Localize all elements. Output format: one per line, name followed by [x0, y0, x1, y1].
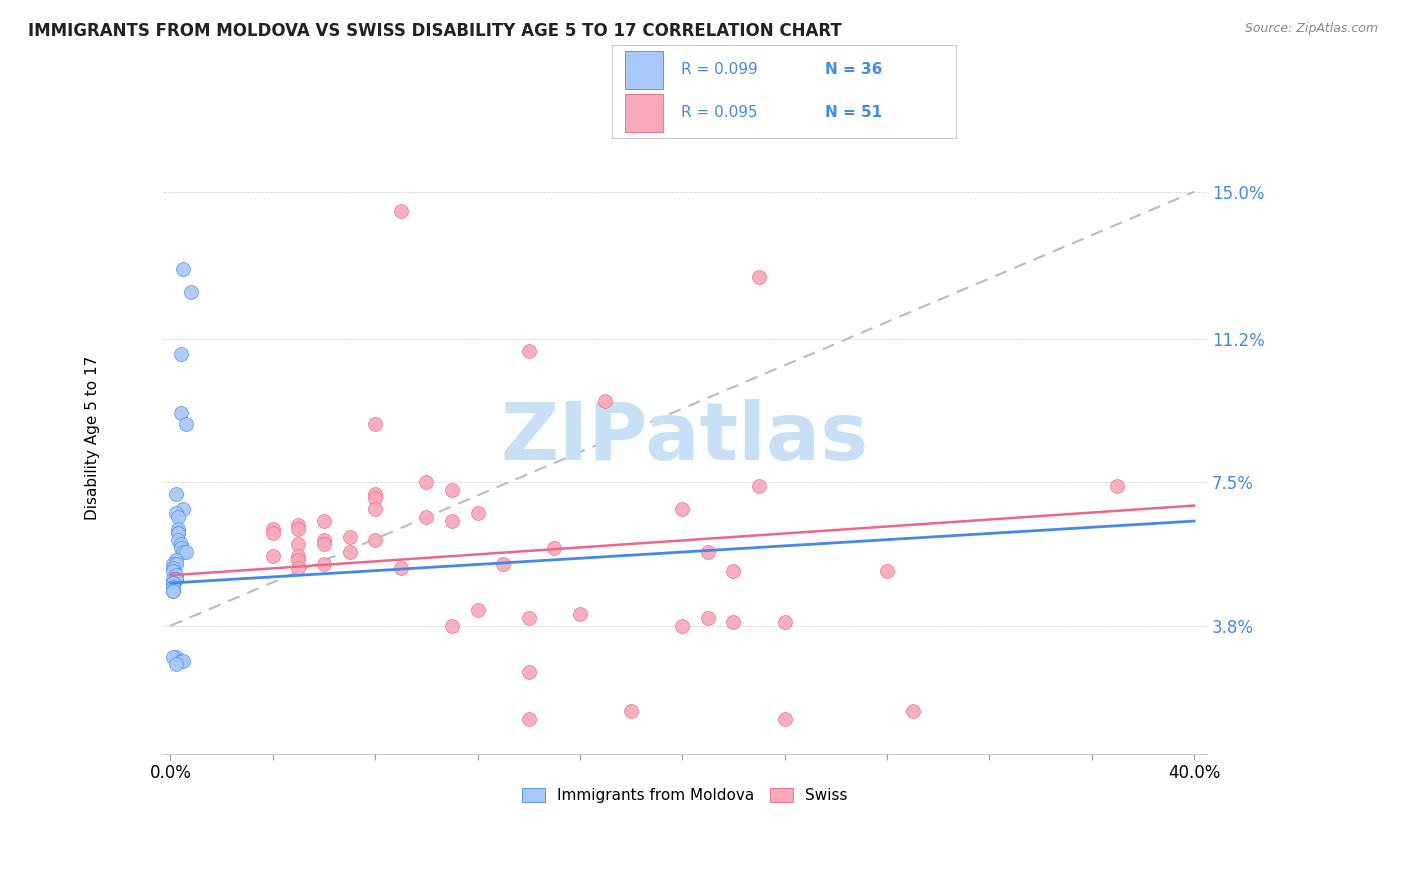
Point [748, 270, 770, 285]
Point [165, 506, 187, 520]
Point [492, 557, 515, 571]
Point [170, 347, 193, 361]
Point [620, 704, 643, 718]
Point [287, 553, 309, 567]
Point [364, 491, 387, 505]
Point [162, 560, 184, 574]
Point [172, 545, 194, 559]
Point [162, 576, 184, 591]
Point [162, 576, 184, 591]
Point [170, 406, 193, 420]
Point [172, 262, 194, 277]
Y-axis label: Disability Age 5 to 17: Disability Age 5 to 17 [86, 356, 100, 520]
Point [671, 502, 693, 516]
Text: Source: ZipAtlas.com: Source: ZipAtlas.com [1244, 22, 1378, 36]
Point [312, 557, 335, 571]
Text: R = 0.095: R = 0.095 [681, 105, 756, 120]
Point [312, 533, 335, 548]
Text: N = 36: N = 36 [825, 62, 883, 78]
Point [467, 506, 489, 520]
Point [172, 654, 194, 668]
Text: IMMIGRANTS FROM MOLDOVA VS SWISS DISABILITY AGE 5 TO 17 CORRELATION CHART: IMMIGRANTS FROM MOLDOVA VS SWISS DISABIL… [28, 22, 842, 40]
Point [165, 572, 187, 586]
Point [170, 537, 193, 551]
Point [415, 510, 437, 524]
Point [287, 537, 309, 551]
Point [389, 204, 412, 219]
Point [165, 553, 187, 567]
Point [876, 565, 898, 579]
Point [162, 580, 184, 594]
Point [312, 514, 335, 528]
Point [287, 560, 309, 574]
Point [174, 417, 197, 432]
Point [165, 487, 187, 501]
Point [167, 525, 190, 540]
Point [364, 417, 387, 432]
Point [162, 649, 184, 664]
Point [517, 611, 540, 625]
Point [773, 615, 796, 629]
Point [180, 285, 202, 300]
Point [170, 541, 193, 556]
Legend: Immigrants from Moldova, Swiss: Immigrants from Moldova, Swiss [516, 781, 853, 809]
Point [543, 541, 565, 556]
Point [440, 618, 463, 632]
Point [696, 611, 718, 625]
Point [568, 607, 591, 621]
Point [165, 649, 187, 664]
Point [162, 557, 184, 571]
Point [287, 522, 309, 536]
Point [312, 537, 335, 551]
Text: N = 51: N = 51 [825, 105, 883, 120]
Point [671, 618, 693, 632]
Point [440, 483, 463, 497]
Point [167, 510, 190, 524]
Point [162, 565, 184, 579]
Point [415, 475, 437, 490]
Point [174, 545, 197, 559]
FancyBboxPatch shape [626, 51, 664, 88]
Point [262, 525, 284, 540]
Point [167, 522, 190, 536]
Point [165, 568, 187, 582]
Point [339, 530, 361, 544]
Point [162, 583, 184, 598]
FancyBboxPatch shape [626, 95, 664, 132]
Point [467, 603, 489, 617]
Point [389, 560, 412, 574]
Text: R = 0.099: R = 0.099 [681, 62, 758, 78]
Point [167, 533, 190, 548]
Point [167, 525, 190, 540]
Point [901, 704, 924, 718]
Point [723, 565, 745, 579]
Point [364, 487, 387, 501]
Text: ZIPatlas: ZIPatlas [501, 399, 869, 477]
Point [262, 549, 284, 563]
Point [287, 549, 309, 563]
Point [170, 654, 193, 668]
Point [696, 545, 718, 559]
Point [440, 514, 463, 528]
Point [364, 533, 387, 548]
Point [162, 583, 184, 598]
Point [1107, 479, 1129, 493]
Point [165, 572, 187, 586]
Point [262, 522, 284, 536]
Point [748, 479, 770, 493]
Point [517, 343, 540, 358]
Point [287, 518, 309, 533]
Point [364, 502, 387, 516]
Point [517, 712, 540, 726]
Point [172, 502, 194, 516]
Point [723, 615, 745, 629]
Point [165, 557, 187, 571]
Point [165, 657, 187, 672]
Point [595, 394, 617, 409]
Point [517, 665, 540, 680]
Point [162, 572, 184, 586]
Point [339, 545, 361, 559]
Point [773, 712, 796, 726]
